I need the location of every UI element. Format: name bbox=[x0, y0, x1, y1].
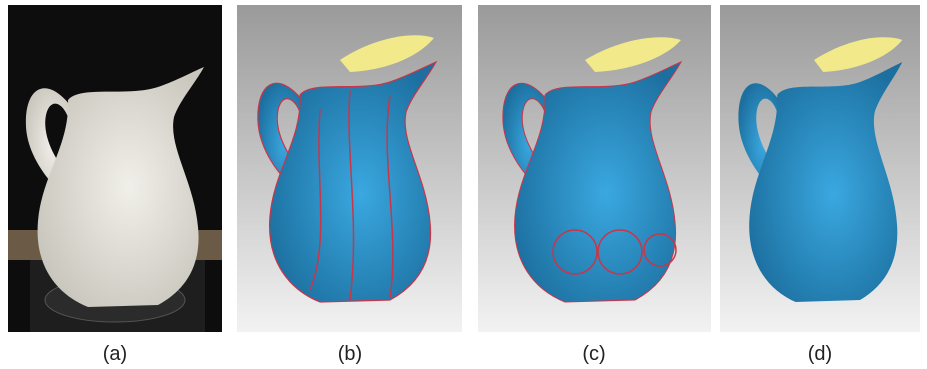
error-contours bbox=[552, 229, 677, 275]
panel-a bbox=[8, 5, 222, 332]
panel-label: (c) bbox=[582, 343, 605, 365]
pitcher-interior bbox=[814, 37, 903, 72]
pitcher bbox=[738, 62, 903, 302]
panel-label: (b) bbox=[338, 343, 362, 365]
panel-c bbox=[478, 5, 711, 332]
panel-d bbox=[720, 5, 920, 332]
pitcher-model bbox=[738, 37, 903, 302]
panel-label: (a) bbox=[103, 343, 127, 365]
pitcher-interior bbox=[340, 35, 434, 72]
pitcher-interior bbox=[585, 37, 681, 72]
panel-label: (d) bbox=[808, 343, 832, 365]
pitcher bbox=[257, 61, 437, 303]
pitcher-model bbox=[257, 35, 437, 303]
panel-b bbox=[237, 5, 462, 332]
error-contours bbox=[309, 89, 394, 301]
pitcher-model bbox=[502, 37, 682, 303]
pitcher-photo bbox=[25, 67, 205, 307]
pitcher bbox=[25, 67, 205, 307]
